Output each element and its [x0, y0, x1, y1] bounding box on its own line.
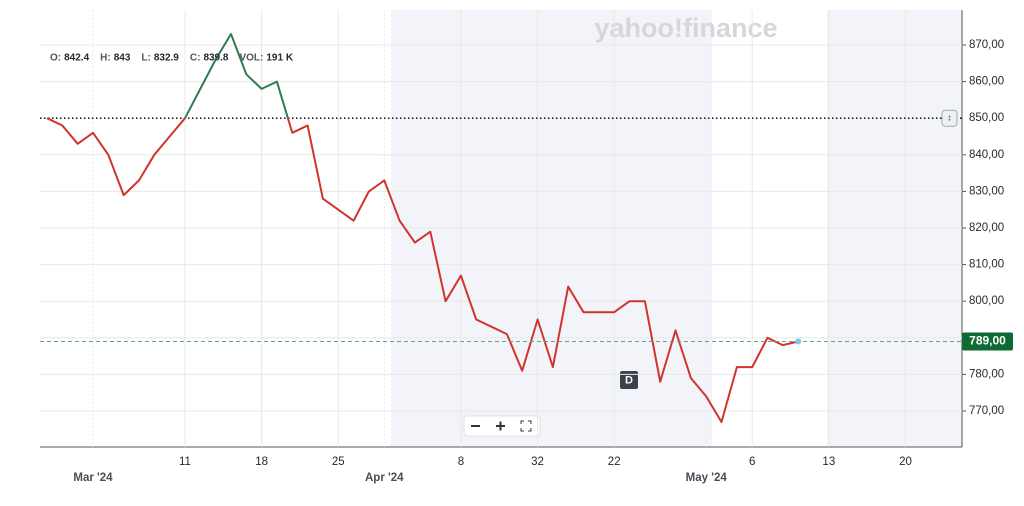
ohlc-value: 842.4 [64, 53, 89, 64]
ohlc-value: 832.9 [154, 53, 179, 64]
reference-handle-icon: ↕ [947, 113, 952, 123]
fullscreen[interactable] [520, 420, 532, 432]
y-tick-label: 830,00 [969, 185, 1004, 197]
x-tick-label: Mar '24 [73, 472, 113, 484]
watermark: yahoo!finance [594, 13, 777, 43]
x-tick-label: 32 [531, 456, 544, 468]
y-tick-label: 770,00 [969, 405, 1004, 417]
x-tick-label: 18 [255, 456, 268, 468]
ohlc-label: O: [50, 53, 61, 64]
ohlc-value: 843 [114, 53, 131, 64]
last-point [795, 338, 802, 345]
x-tick-label: May '24 [686, 472, 728, 484]
y-tick-label: 820,00 [969, 222, 1004, 234]
x-tick-label: Apr '24 [365, 472, 404, 484]
interval-label: D [625, 374, 633, 386]
ohlc-label: VOL: [239, 53, 263, 64]
x-tick-label: 8 [458, 456, 464, 468]
x-tick-label: 13 [822, 456, 835, 468]
ohlc-label: H: [100, 53, 111, 64]
x-tick-label: 25 [332, 456, 345, 468]
ohlc-label: C: [190, 53, 201, 64]
x-tick-label: 20 [899, 456, 912, 468]
x-tick-label: 22 [608, 456, 621, 468]
zoom-in[interactable] [496, 421, 505, 431]
reference-label: 850,00 [969, 112, 1004, 124]
zoom-controls[interactable] [463, 415, 541, 437]
price-line [46, 33, 799, 423]
y-tick-label: 840,00 [969, 149, 1004, 161]
ohlc-value: 839.8 [203, 53, 228, 64]
y-tick-label: 810,00 [969, 259, 1004, 271]
x-tick-label: 6 [749, 456, 755, 468]
y-tick-label: 870,00 [969, 39, 1004, 51]
y-tick-label: 860,00 [969, 76, 1004, 88]
interval-badge[interactable] [620, 371, 638, 389]
reference-handle[interactable] [941, 109, 958, 127]
ohlc-label: L: [141, 53, 150, 64]
x-tick-label: 11 [179, 456, 191, 468]
ohlc-value: 191 K [266, 53, 293, 64]
last-price-label: 789,00 [969, 334, 1006, 348]
y-tick-label: 800,00 [969, 295, 1004, 307]
last-price-box [962, 332, 1013, 351]
y-tick-label: 780,00 [969, 368, 1004, 380]
